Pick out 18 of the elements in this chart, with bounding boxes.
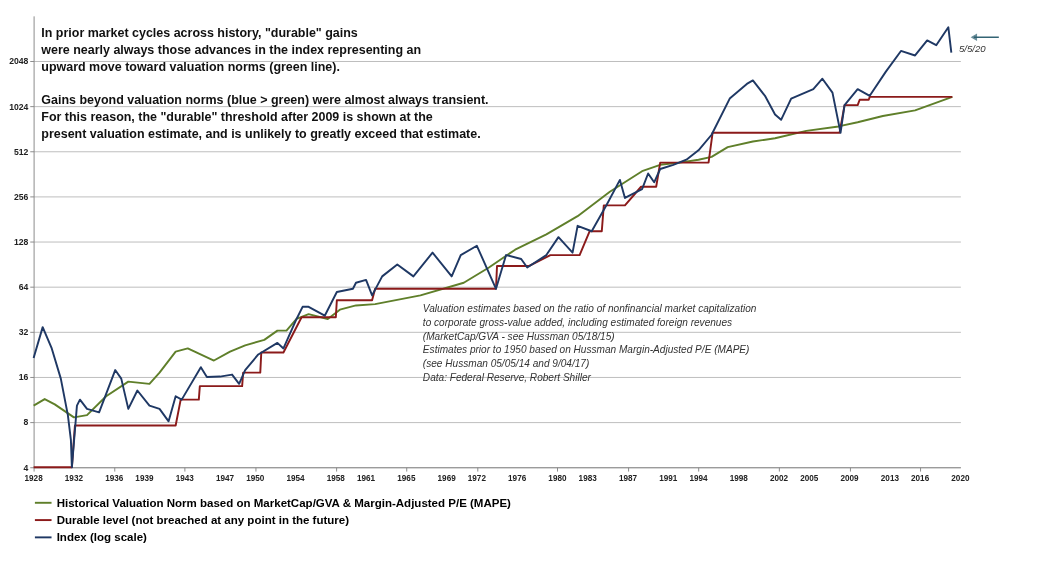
legend-label: Historical Valuation Norm based on MarketCap/GVA & Margin-Adjusted P/E (MAPE) — [56, 496, 512, 509]
y-tick-label: 16 — [18, 372, 29, 383]
annotation: Valuation estimates based on the ratio of nonfinancial market capitalization to corporate gross-value added, including estimated foreign revenues (MarketCap/GVA - see Hussman 05/18/15) Estimates prior to 1950 based on Hussman Margin-Adjusted P/E (MAPE) (see Hussman 05/05/14 and 9/04/17) Data: Federal Reserve, Robert Shiller — [422, 303, 757, 383]
annotation: In prior market cycles across history, "durable" gains were nearly always those advances in the index representing an upward move toward valuation norms (green line). — [40, 26, 422, 74]
y-tick-label: 256 — [13, 191, 29, 202]
legend-label: Durable level (not breached at any point in the future) — [56, 513, 350, 526]
legend-label: Index (log scale) — [56, 531, 148, 544]
annotation: 5/5/20 — [959, 42, 987, 54]
y-tick-label: 512 — [13, 146, 29, 157]
y-tick-label: 8 — [23, 417, 29, 428]
y-tick-label: 64 — [18, 282, 29, 293]
y-tick-label: 32 — [18, 327, 29, 338]
line-series — [32, 26, 953, 469]
y-tick-label: 128 — [13, 236, 29, 247]
annotation: Gains beyond valuation norms (blue > green) were almost always transient. For this reason, the "durable" threshold after 2009 is shown at the present valuation estimate, and is unlikely to greatly exceed that estimate. — [41, 93, 489, 141]
y-tick-label: 2048 — [9, 56, 29, 67]
y-tick-label: 4 — [23, 462, 29, 473]
y-tick-label: 1024 — [9, 101, 29, 112]
